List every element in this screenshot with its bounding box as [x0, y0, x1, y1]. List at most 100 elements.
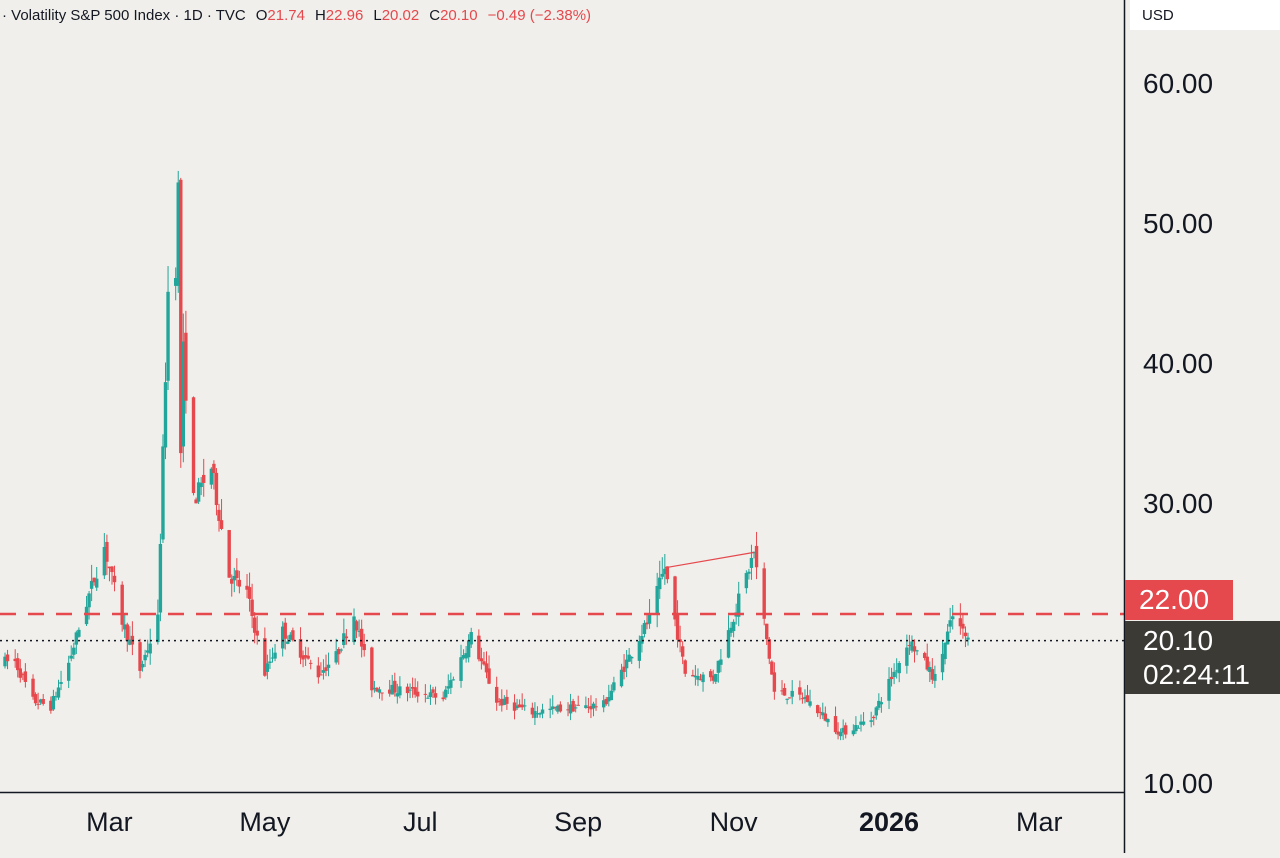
candle-body: [232, 575, 236, 581]
candle-body: [359, 628, 364, 647]
candle-body: [247, 587, 252, 599]
candle-body: [31, 678, 35, 697]
candle-body: [176, 182, 180, 286]
candle-body: [13, 658, 17, 662]
candle-body: [36, 703, 40, 705]
candle-body: [265, 663, 270, 672]
close-value: 20.10: [440, 6, 478, 24]
candle-body: [5, 654, 10, 662]
level-price-tag[interactable]: 22.00: [1125, 580, 1233, 620]
candle-body: [110, 566, 114, 573]
candle-body: [889, 676, 894, 680]
candle-body: [375, 687, 379, 692]
candle-body: [665, 566, 670, 580]
candle-body: [56, 687, 61, 698]
candle-body: [390, 684, 394, 695]
candle-body: [642, 623, 647, 635]
overlays: [0, 551, 1124, 642]
candle-body: [387, 689, 392, 694]
candle-body: [645, 622, 649, 625]
candle-body: [833, 716, 838, 733]
time-tick-label: Mar: [86, 807, 133, 837]
candle-body: [556, 705, 560, 712]
candle-body: [844, 725, 848, 735]
time-tick-label: Nov: [710, 807, 759, 837]
candle-body: [441, 697, 445, 700]
candle-body: [431, 689, 435, 693]
candle-body: [405, 686, 410, 694]
candle-body: [673, 576, 677, 620]
candles: [3, 170, 970, 741]
candle-body: [505, 696, 509, 704]
candle-body: [961, 623, 965, 629]
candle-body: [219, 520, 224, 529]
candle-body: [826, 719, 830, 723]
candle-body: [716, 660, 721, 673]
candle-body: [69, 655, 73, 659]
candle-body: [754, 545, 759, 568]
candle-body: [303, 655, 308, 658]
candle-body: [930, 669, 935, 680]
candle-body: [879, 702, 884, 705]
candle-body: [23, 671, 28, 682]
candle-body: [548, 708, 552, 711]
high-value: 22.96: [325, 6, 364, 24]
candle-body: [576, 704, 580, 706]
candle-body: [630, 656, 634, 659]
candle-body: [161, 446, 165, 540]
time-tick-label: Jul: [403, 807, 438, 837]
candle-body: [416, 691, 420, 697]
price-tick-label: 60.00: [1143, 68, 1213, 99]
candle-body: [533, 711, 537, 718]
candle-body: [283, 622, 287, 639]
candle-body: [41, 699, 45, 704]
candle-body: [92, 577, 96, 583]
candle-body: [787, 697, 792, 699]
candle-body: [128, 639, 132, 645]
price-axis-panel[interactable]: [1125, 0, 1280, 853]
candle-body: [925, 656, 929, 670]
candle-body: [922, 653, 927, 658]
currency-selector[interactable]: USD: [1130, 0, 1280, 30]
candle-body: [477, 635, 481, 660]
candle-body: [612, 682, 616, 691]
candle-body: [647, 613, 652, 624]
candle-body: [49, 700, 53, 711]
candle-body: [790, 690, 794, 697]
candle-body: [245, 585, 249, 590]
candle-body: [714, 673, 718, 682]
candle-body: [836, 731, 840, 735]
candle-body: [484, 663, 489, 673]
candle-body: [413, 687, 417, 695]
candle-body: [227, 530, 231, 578]
candle-body: [869, 720, 873, 722]
candle-body: [887, 678, 891, 701]
close-label: C: [429, 6, 441, 24]
candle-body: [255, 630, 259, 636]
price-tick-label: 50.00: [1143, 208, 1213, 239]
candle-body: [708, 671, 713, 678]
candle-body: [163, 382, 168, 448]
candle-body: [767, 639, 771, 659]
candle-body: [663, 568, 667, 575]
candle-body: [963, 632, 968, 637]
trend-line[interactable]: [664, 551, 755, 569]
candle-body: [894, 670, 899, 672]
candle-body: [482, 661, 486, 665]
candle-body: [744, 573, 749, 589]
candle-body: [268, 661, 272, 664]
candle-body: [270, 657, 275, 659]
candle-body: [815, 705, 820, 714]
candle-body: [500, 698, 504, 706]
candle-body: [798, 687, 802, 695]
currency-label: USD: [1142, 6, 1174, 24]
time-tick-label: May: [239, 807, 291, 837]
candle-body: [594, 706, 598, 708]
candle-body: [125, 624, 129, 642]
candle-body: [196, 482, 201, 502]
candle-body: [16, 658, 20, 671]
candle-body: [627, 654, 631, 662]
candle-body: [398, 686, 402, 696]
